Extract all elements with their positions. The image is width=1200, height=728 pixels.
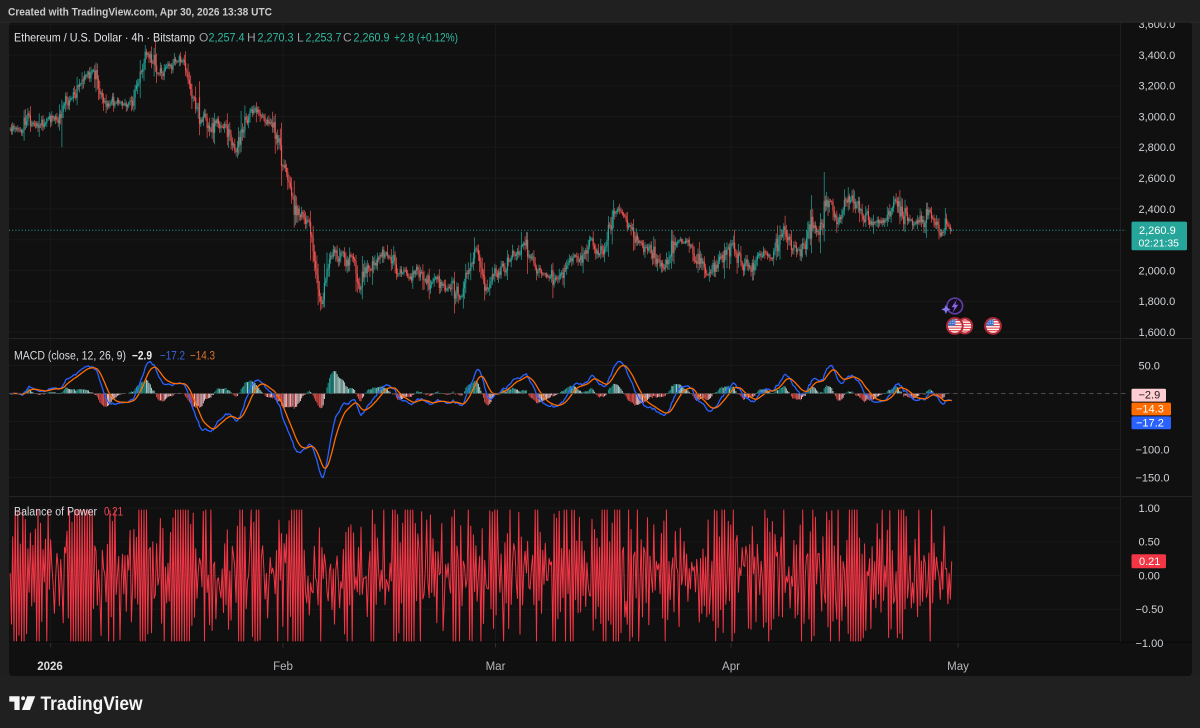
- svg-text:O: O: [199, 31, 208, 45]
- svg-text:−0.50: −0.50: [1136, 604, 1164, 616]
- svg-text:3,400.0: 3,400.0: [1139, 50, 1176, 62]
- svg-text:−150.0: −150.0: [1136, 472, 1170, 484]
- svg-text:Mar: Mar: [486, 661, 506, 673]
- svg-text:−17.2: −17.2: [1136, 417, 1164, 429]
- svg-text:2026: 2026: [37, 661, 63, 673]
- svg-text:0.21: 0.21: [104, 507, 123, 519]
- svg-text:50.0: 50.0: [1139, 360, 1160, 372]
- svg-text:−100.0: −100.0: [1136, 444, 1170, 456]
- svg-text:Created with TradingView.com,: Created with TradingView.com, Apr 30, 20…: [8, 6, 272, 18]
- svg-text:2,400.0: 2,400.0: [1139, 204, 1176, 216]
- svg-text:−17.2: −17.2: [160, 351, 185, 363]
- svg-text:+2.8 (+0.12%): +2.8 (+0.12%): [394, 31, 458, 45]
- svg-text:2,270.3: 2,270.3: [258, 31, 294, 45]
- svg-text:2,800.0: 2,800.0: [1139, 142, 1176, 154]
- svg-text:0.21: 0.21: [1139, 556, 1160, 568]
- svg-text:Feb: Feb: [273, 661, 293, 673]
- svg-text:02:21:35: 02:21:35: [1139, 239, 1180, 250]
- svg-text:H: H: [247, 31, 256, 45]
- svg-text:1,600.0: 1,600.0: [1139, 327, 1176, 339]
- svg-text:−2.9: −2.9: [1139, 390, 1161, 402]
- svg-text:−14.3: −14.3: [1136, 404, 1164, 416]
- svg-text:L: L: [297, 31, 304, 45]
- svg-text:0.00: 0.00: [1139, 570, 1160, 582]
- svg-text:May: May: [947, 661, 969, 673]
- svg-text:1.00: 1.00: [1139, 503, 1160, 515]
- svg-text:3,000.0: 3,000.0: [1139, 112, 1176, 124]
- svg-text:−14.3: −14.3: [190, 351, 215, 363]
- svg-text:Ethereum / U.S. Dollar · 4h ·: Ethereum / U.S. Dollar · 4h · Bitstamp: [14, 31, 195, 45]
- svg-text:2,253.7: 2,253.7: [306, 31, 342, 45]
- svg-text:1,800.0: 1,800.0: [1139, 296, 1176, 308]
- svg-text:0.50: 0.50: [1139, 537, 1160, 549]
- svg-text:2,260.9: 2,260.9: [354, 31, 390, 45]
- svg-text:2,257.4: 2,257.4: [209, 31, 245, 45]
- svg-text:−2.9: −2.9: [132, 351, 152, 363]
- svg-text:−1.00: −1.00: [1136, 638, 1164, 650]
- svg-text:2,000.0: 2,000.0: [1139, 265, 1176, 277]
- svg-text:Balance of Power: Balance of Power: [14, 507, 97, 519]
- svg-text:MACD (close, 12, 26, 9): MACD (close, 12, 26, 9): [14, 351, 126, 363]
- svg-text:Apr: Apr: [722, 661, 740, 673]
- svg-text:2,260.9: 2,260.9: [1139, 225, 1176, 237]
- svg-text:C: C: [343, 31, 352, 45]
- svg-text:3,200.0: 3,200.0: [1139, 81, 1176, 93]
- svg-text:TradingView: TradingView: [41, 693, 144, 715]
- svg-text:2,600.0: 2,600.0: [1139, 173, 1176, 185]
